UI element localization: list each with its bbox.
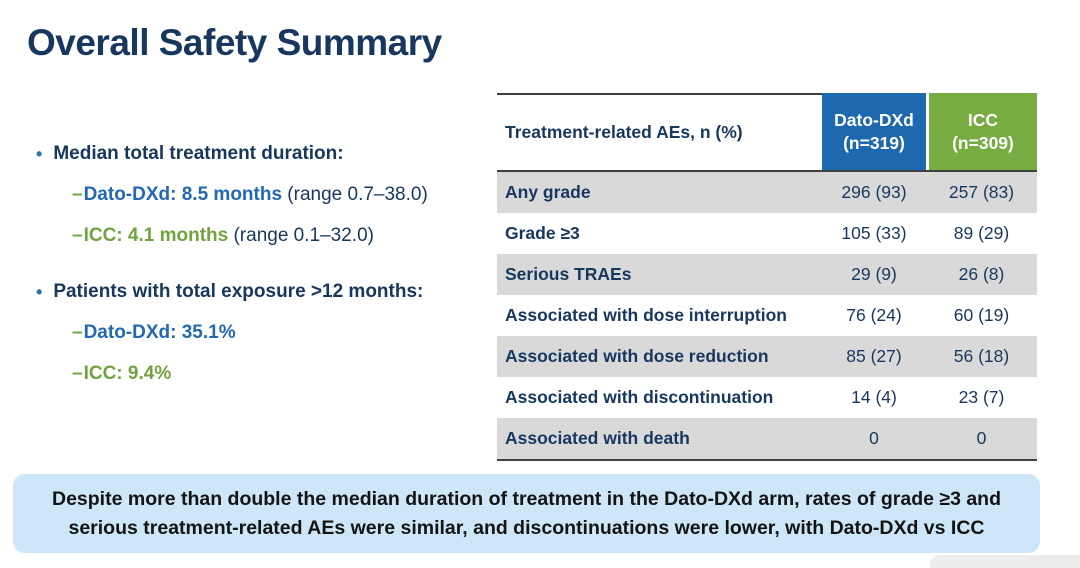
icc-cell: 89 (29) — [953, 223, 1010, 243]
dato-cell: 296 (93) — [841, 182, 907, 202]
table-header-row: Treatment-related AEs, n (%) Dato-DXd (n… — [497, 93, 1037, 172]
icc-cell: 257 (83) — [948, 182, 1015, 202]
dash-icon: – — [72, 363, 83, 384]
icc-exposure-value: ICC: 9.4% — [83, 363, 172, 384]
icc-arm-name: ICC — [967, 109, 999, 130]
page-title: Overall Safety Summary — [27, 22, 442, 63]
dato-cell: 85 (27) — [846, 346, 902, 366]
dato-cell: 29 (9) — [851, 264, 897, 284]
conclusion-banner: Despite more than double the median dura… — [13, 474, 1040, 553]
table-header-dato: Dato-DXd (n=319) — [822, 93, 926, 170]
dato-cell: 76 (24) — [846, 305, 902, 325]
table-row: Any grade 296 (93) 257 (83) — [497, 172, 1037, 213]
dash-icon: – — [72, 322, 83, 343]
icc-duration-range: (range 0.1–32.0) — [228, 225, 374, 246]
row-label: Associated with death — [505, 428, 690, 448]
table-row: Associated with death 0 0 — [497, 418, 1037, 459]
icc-cell: 56 (18) — [953, 346, 1010, 366]
icc-duration-value: ICC: 4.1 months — [83, 225, 229, 246]
bullet-group-exposure: • Patients with total exposure >12 month… — [36, 281, 494, 385]
icc-cell: 60 (19) — [953, 305, 1010, 325]
conclusion-line-1: Despite more than double the median dura… — [52, 488, 1001, 511]
table-row: Associated with dose reduction 85 (27) 5… — [497, 336, 1037, 377]
row-label: Grade ≥3 — [505, 223, 580, 243]
dato-exposure-value: Dato-DXd: 35.1% — [83, 322, 236, 343]
dash-icon: – — [72, 225, 83, 246]
table-header-label: Treatment-related AEs, n (%) — [497, 93, 822, 170]
table-header-icc: ICC (n=309) — [926, 93, 1037, 170]
table-row: Grade ≥3 105 (33) 89 (29) — [497, 213, 1037, 254]
bullet-label: Patients with total exposure >12 months: — [53, 281, 424, 302]
dash-icon: – — [72, 184, 83, 205]
dato-cell: 105 (33) — [841, 223, 907, 243]
bullet-label: Median total treatment duration: — [53, 143, 344, 164]
table-row: Associated with dose interruption 76 (24… — [497, 295, 1037, 336]
dato-arm-n: (n=319) — [843, 132, 905, 153]
row-label: Associated with dose interruption — [505, 305, 787, 325]
bullet-icon: • — [36, 282, 43, 302]
row-label: Any grade — [505, 182, 591, 202]
ae-table: Treatment-related AEs, n (%) Dato-DXd (n… — [497, 93, 1037, 461]
sub-bullet-dato-exposure: –Dato-DXd: 35.1% — [72, 322, 494, 344]
icc-cell: 23 (7) — [958, 387, 1005, 407]
icc-cell: 26 (8) — [958, 264, 1005, 284]
bullet-group-duration: • Median total treatment duration: –Dato… — [36, 143, 494, 247]
dato-cell: 14 (4) — [851, 387, 897, 407]
summary-bullets: • Median total treatment duration: –Dato… — [36, 143, 494, 419]
row-label: Serious TRAEs — [505, 264, 632, 284]
icc-arm-n: (n=309) — [952, 132, 1014, 153]
row-label: Associated with discontinuation — [505, 387, 774, 407]
corner-shape — [930, 555, 1080, 568]
icc-cell: 0 — [976, 428, 987, 448]
dato-duration-value: Dato-DXd: 8.5 months — [83, 184, 283, 205]
conclusion-line-2: serious treatment-related AEs were simil… — [68, 516, 985, 539]
dato-duration-range: (range 0.7–38.0) — [282, 184, 428, 205]
sub-bullet-icc-exposure: –ICC: 9.4% — [72, 363, 494, 385]
dato-cell: 0 — [869, 428, 879, 448]
bullet-icon: • — [36, 144, 43, 164]
dato-arm-name: Dato-DXd — [834, 109, 914, 130]
sub-bullet-icc-duration: –ICC: 4.1 months (range 0.1–32.0) — [72, 225, 494, 247]
bullet-line: • Patients with total exposure >12 month… — [36, 281, 494, 303]
row-label: Associated with dose reduction — [505, 346, 769, 366]
table-row: Associated with discontinuation 14 (4) 2… — [497, 377, 1037, 418]
table-row: Serious TRAEs 29 (9) 26 (8) — [497, 254, 1037, 295]
bullet-line: • Median total treatment duration: — [36, 143, 494, 165]
sub-bullet-dato-duration: –Dato-DXd: 8.5 months (range 0.7–38.0) — [72, 184, 494, 206]
